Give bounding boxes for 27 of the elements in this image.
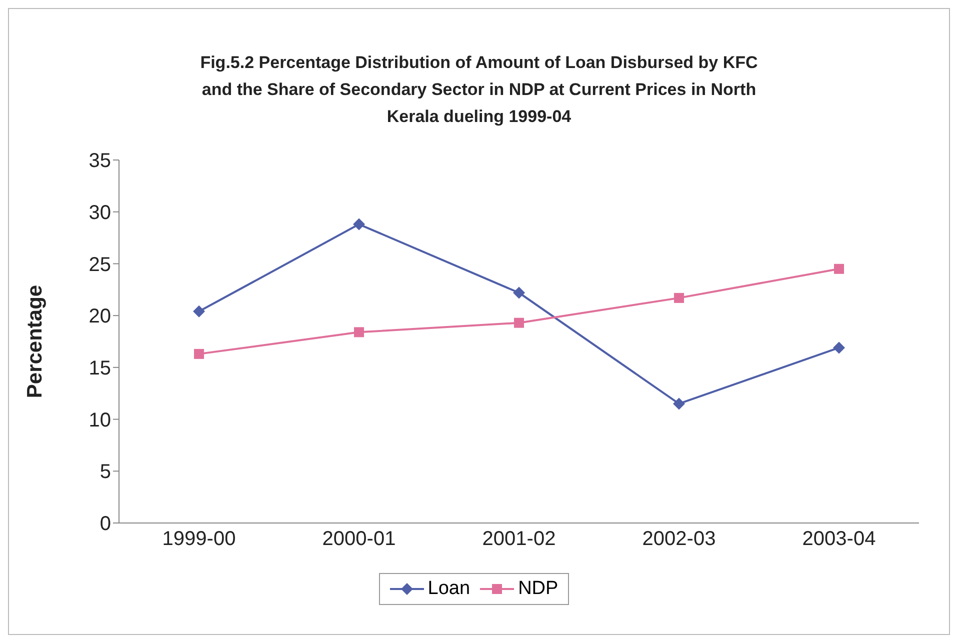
y-tick-label: 0 <box>100 513 111 536</box>
point <box>513 286 525 299</box>
point <box>514 318 524 328</box>
y-tick-label: 35 <box>88 150 111 172</box>
y-tick-label: 30 <box>88 202 111 224</box>
y-axis-title: Percentage <box>23 284 46 398</box>
y-tick-label: 20 <box>88 306 111 328</box>
y-tick-label: 5 <box>100 461 111 484</box>
point <box>194 348 204 359</box>
x-tick-label: 2000-01 <box>322 528 396 550</box>
point <box>354 327 364 338</box>
point <box>834 264 844 274</box>
x-tick-label: 2003-04 <box>802 528 876 550</box>
y-tick-label: 25 <box>88 254 111 276</box>
y-tick-label: 10 <box>88 409 111 432</box>
y-tick-label: 15 <box>88 358 111 380</box>
point <box>353 218 365 230</box>
x-tick-label: 2002-03 <box>642 528 716 550</box>
point <box>833 342 845 354</box>
x-tick-label: 1999-00 <box>162 528 236 550</box>
point <box>674 292 684 303</box>
legend-label: Loan <box>426 578 470 600</box>
point <box>193 305 205 318</box>
point <box>673 398 685 410</box>
x-tick-label: 2001-02 <box>482 528 556 550</box>
chart-title: Fig.5.2 Percentage Distribution of Amount of Loan Disbursed by KFC and the Share of Secondary Sector in NDP at Current Prices in North Kerala dueling 1999-04 <box>199 52 759 128</box>
legend-label: NDP <box>517 578 558 600</box>
